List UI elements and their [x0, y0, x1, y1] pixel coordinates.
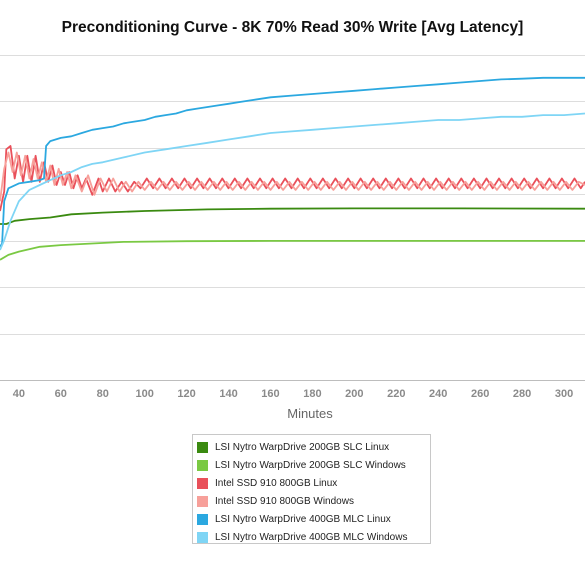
x-tick-label-240: 240: [429, 388, 447, 400]
x-tick-label-200: 200: [345, 388, 363, 400]
x-tick-label-140: 140: [219, 388, 237, 400]
x-tick-label-180: 180: [303, 388, 321, 400]
legend-item: LSI Nytro WarpDrive 400GB MLC Windows: [197, 528, 430, 546]
legend-item: LSI Nytro WarpDrive 400GB MLC Linux: [197, 510, 430, 528]
x-tick-label-60: 60: [55, 388, 67, 400]
legend-item: Intel SSD 910 800GB Linux: [197, 474, 430, 492]
legend-label: LSI Nytro WarpDrive 200GB SLC Windows: [215, 459, 406, 471]
series-lines: [0, 76, 585, 261]
x-tick-label-260: 260: [471, 388, 489, 400]
legend-swatch: [197, 531, 208, 543]
legend-item: Intel SSD 910 800GB Windows: [197, 492, 430, 510]
series-line-2: [0, 240, 585, 261]
legend-item: LSI Nytro WarpDrive 200GB SLC Windows: [197, 456, 430, 474]
legend-swatch: [197, 495, 208, 507]
series-line-5: [0, 76, 585, 248]
x-tick-label-80: 80: [97, 388, 109, 400]
x-tick-label-220: 220: [387, 388, 405, 400]
legend-label: LSI Nytro WarpDrive 400GB MLC Windows: [215, 531, 408, 543]
legend-label: LSI Nytro WarpDrive 400GB MLC Linux: [215, 513, 391, 525]
legend-swatch: [197, 513, 208, 525]
legend-swatch: [197, 477, 208, 489]
x-tick-label-40: 40: [13, 388, 25, 400]
legend: LSI Nytro WarpDrive 200GB SLC Linux LSI N…: [192, 434, 431, 544]
series-line-1: [0, 207, 585, 225]
series-line-6: [0, 112, 585, 251]
chart-title: Preconditioning Curve - 8K 70% Read 30% …: [61, 19, 524, 36]
x-axis-label: Minutes: [287, 406, 333, 421]
legend-label: Intel SSD 910 800GB Windows: [215, 495, 354, 507]
x-tick-label-120: 120: [177, 388, 195, 400]
x-tick-label-280: 280: [513, 388, 531, 400]
legend-item: LSI Nytro WarpDrive 200GB SLC Linux: [197, 438, 430, 456]
x-tick-label-300: 300: [555, 388, 573, 400]
legend-swatch: [197, 441, 208, 453]
grid-lines: [0, 55, 585, 335]
series-line-4: [0, 151, 585, 202]
legend-label: LSI Nytro WarpDrive 200GB SLC Linux: [215, 441, 390, 453]
x-tick-label-100: 100: [135, 388, 153, 400]
legend-label: Intel SSD 910 800GB Linux: [215, 477, 338, 489]
legend-swatch: [197, 459, 208, 471]
x-axis: 40 60 80 100 120 140 160 180 200 220 240 260 280 300: [0, 380, 585, 400]
x-tick-label-160: 160: [261, 388, 279, 400]
